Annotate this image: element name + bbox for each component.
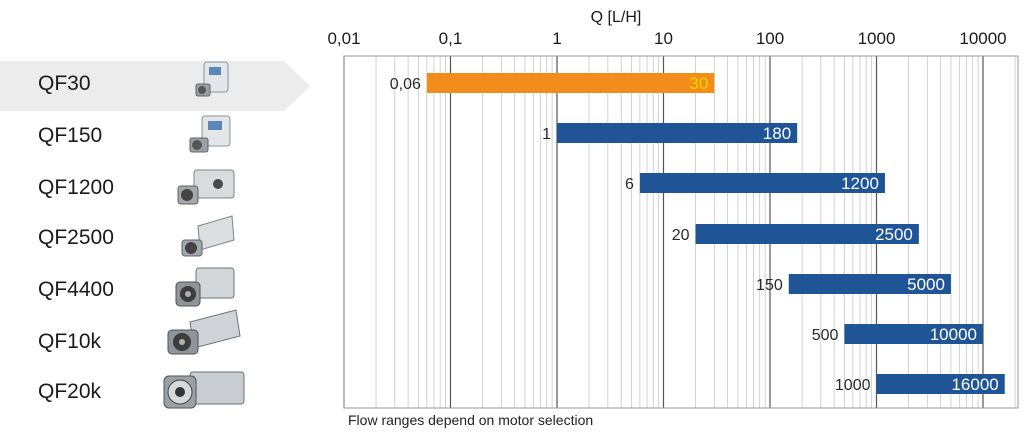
row-label-qf30: QF30	[38, 72, 91, 95]
x-axis-title: Q [L/H]	[591, 9, 642, 26]
chart-frame	[343, 55, 1019, 409]
pump-qf1200-icon	[177, 169, 235, 205]
range-max-label: 1200	[841, 174, 879, 193]
range-max-label: 2500	[875, 225, 913, 244]
row-highlight-qf30	[0, 61, 310, 111]
range-bar-qf30	[426, 73, 715, 93]
range-min-label: 0,06	[390, 76, 421, 93]
x-tick-label: 1	[552, 29, 561, 48]
row-label-qf150: QF150	[38, 124, 103, 147]
x-tick-label: 0,01	[327, 29, 360, 48]
range-min-label: 150	[756, 277, 783, 294]
range-max-label: 30	[689, 74, 708, 93]
pump-qf4400-icon	[175, 267, 235, 307]
x-tick-label: 100	[756, 29, 784, 48]
range-max-label: 10000	[930, 325, 977, 344]
range-bar-qf150	[557, 123, 798, 143]
range-max-label: 5000	[907, 275, 945, 294]
footer-note: Flow ranges depend on motor selection	[348, 412, 594, 428]
pump-qf20k-icon	[163, 371, 245, 409]
x-tick-label: 10	[654, 29, 673, 48]
range-max-label: 180	[763, 124, 791, 143]
x-tick-label: 1000	[858, 29, 896, 48]
range-min-label: 6	[625, 176, 634, 193]
range-min-label: 1	[542, 126, 551, 143]
pump-qf30-icon	[195, 61, 229, 97]
pump-qf2500-icon	[181, 215, 235, 257]
pump-qf150-icon	[189, 115, 231, 153]
range-min-label: 500	[812, 327, 839, 344]
row-label-qf20k: QF20k	[38, 380, 102, 403]
row-label-qf4400: QF4400	[38, 278, 114, 301]
row-label-qf1200: QF1200	[38, 176, 114, 199]
range-bar-qf20k	[876, 374, 1005, 394]
range-bar-qf1200	[639, 173, 885, 193]
range-bar-qf2500	[695, 224, 919, 244]
row-label-qf2500: QF2500	[38, 226, 114, 249]
row-label-qf10k: QF10k	[38, 330, 102, 353]
range-bar-qf10k	[844, 324, 983, 344]
pump-qf10k-icon	[167, 309, 241, 355]
x-tick-label: 0,1	[439, 29, 463, 48]
range-bar-qf4400	[788, 274, 951, 294]
range-min-label: 20	[672, 227, 690, 244]
range-min-label: 1000	[835, 377, 871, 394]
range-max-label: 16000	[951, 375, 998, 394]
x-tick-label: 10000	[959, 29, 1006, 48]
